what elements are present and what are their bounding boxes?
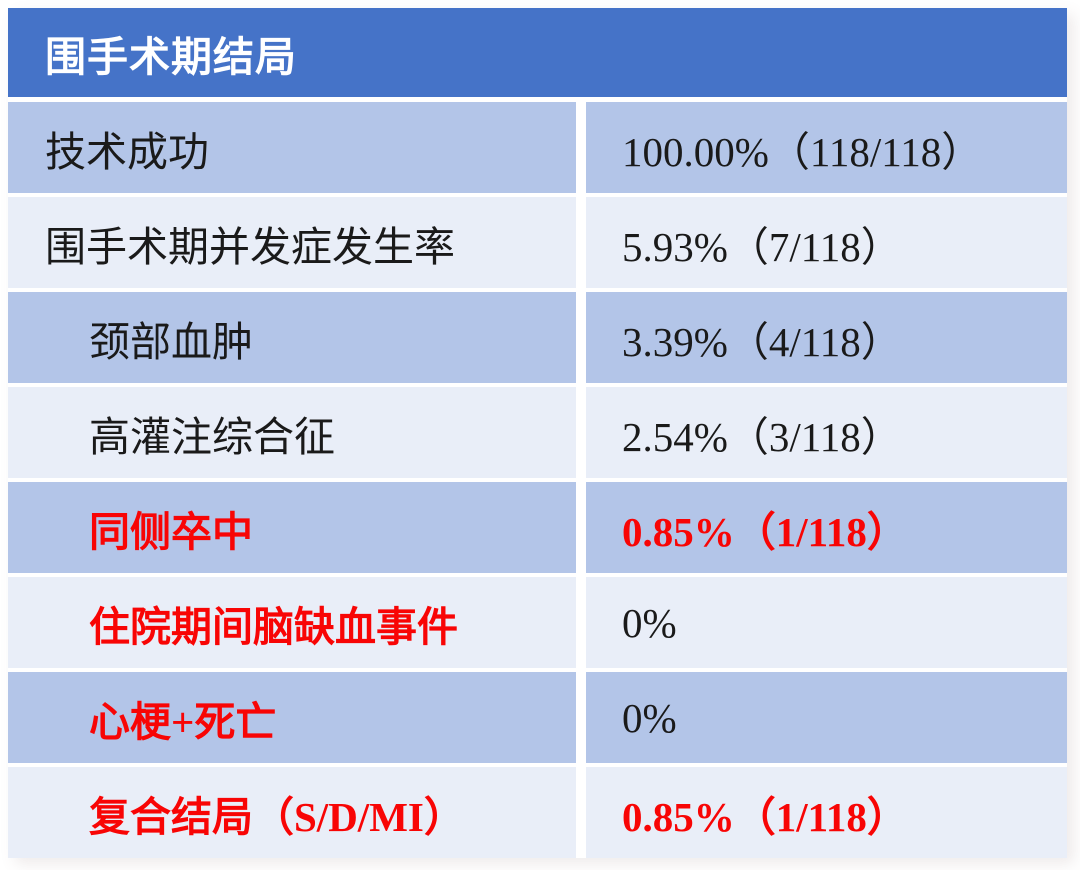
row-value: 3.39%（4/118） [586, 292, 1067, 383]
row-label: 住院期间脑缺血事件 [8, 577, 576, 668]
row-value: 0.85%（1/118） [586, 767, 1067, 858]
row-label: 高灌注综合征 [8, 387, 576, 478]
table-row: 技术成功 100.00%（118/118） [8, 102, 1067, 193]
table-title: 围手术期结局 [45, 33, 297, 80]
table-row: 颈部血肿 3.39%（4/118） [8, 292, 1067, 383]
row-value: 100.00%（118/118） [586, 102, 1067, 193]
table-row: 心梗+死亡 0% [8, 672, 1067, 763]
row-label: 心梗+死亡 [8, 672, 576, 763]
row-label: 复合结局（S/D/MI） [8, 767, 576, 858]
table-body: 技术成功 100.00%（118/118） 围手术期并发症发生率 5.93%（7… [8, 102, 1067, 858]
row-value: 0.85%（1/118） [586, 482, 1067, 573]
row-label: 颈部血肿 [8, 292, 576, 383]
row-label: 技术成功 [8, 102, 576, 193]
row-value: 2.54%（3/118） [586, 387, 1067, 478]
row-value: 5.93%（7/118） [586, 197, 1067, 288]
table-row: 复合结局（S/D/MI） 0.85%（1/118） [8, 767, 1067, 858]
table-row: 高灌注综合征 2.54%（3/118） [8, 387, 1067, 478]
row-label: 同侧卒中 [8, 482, 576, 573]
table-header: 围手术期结局 [8, 8, 1067, 97]
row-label: 围手术期并发症发生率 [8, 197, 576, 288]
table-row: 围手术期并发症发生率 5.93%（7/118） [8, 197, 1067, 288]
table-row: 住院期间脑缺血事件 0% [8, 577, 1067, 668]
row-value: 0% [586, 672, 1067, 763]
row-value: 0% [586, 577, 1067, 668]
table-row: 同侧卒中 0.85%（1/118） [8, 482, 1067, 573]
perioperative-outcomes-table: 围手术期结局 技术成功 100.00%（118/118） 围手术期并发症发生率 … [8, 8, 1067, 858]
